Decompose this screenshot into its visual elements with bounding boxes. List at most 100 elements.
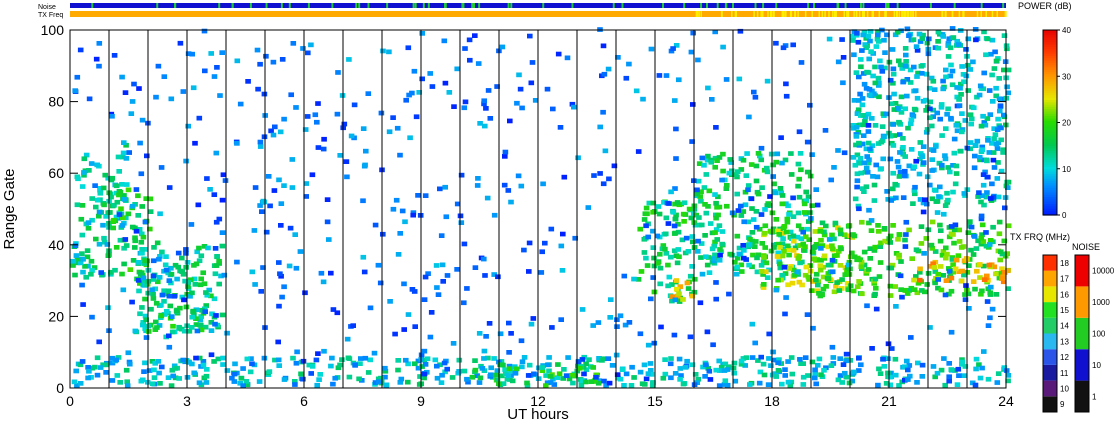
- echo-cell: [168, 271, 175, 277]
- echo-cell: [595, 320, 602, 325]
- echo-cell: [677, 366, 684, 371]
- echo-cell: [705, 153, 711, 159]
- echo-cell: [995, 116, 1001, 122]
- echo-cell: [119, 182, 125, 187]
- echo-cell: [795, 210, 802, 216]
- echo-cell: [657, 281, 663, 287]
- noise-bar-segment: [462, 3, 465, 8]
- echo-cell: [890, 66, 897, 72]
- txfreq-bar-segment: [895, 11, 898, 17]
- echo-cell: [124, 383, 131, 388]
- echo-cell: [972, 143, 979, 148]
- echo-cell: [481, 256, 487, 262]
- echo-cell: [889, 47, 896, 52]
- power-colorbar-segment: [1043, 201, 1057, 204]
- echo-cell: [219, 230, 226, 235]
- echo-cell: [185, 123, 191, 129]
- echo-cell: [931, 265, 938, 270]
- echo-cell: [288, 92, 294, 98]
- echo-cell: [752, 94, 759, 100]
- power-colorbar-segment: [1043, 94, 1057, 98]
- echo-cell: [244, 382, 251, 388]
- echo-cell: [597, 171, 603, 176]
- echo-cell: [418, 352, 425, 358]
- echo-cell: [946, 234, 953, 240]
- echo-cell: [138, 171, 145, 177]
- echo-cell: [920, 209, 927, 215]
- echo-cell: [861, 262, 868, 268]
- echo-cell: [719, 229, 726, 234]
- echo-cell: [895, 106, 901, 111]
- echo-cell: [984, 299, 991, 304]
- echo-cell: [829, 232, 835, 238]
- noise-bar-segment: [621, 3, 624, 8]
- echo-cell: [913, 158, 919, 164]
- echo-cell: [865, 267, 872, 272]
- power-colorbar-segment: [1043, 187, 1057, 191]
- echo-cell: [213, 313, 219, 318]
- echo-cell: [690, 30, 696, 36]
- noise-bar-segment: [471, 3, 474, 8]
- echo-cell: [930, 261, 936, 267]
- echo-cell: [175, 264, 181, 270]
- echo-cell: [889, 262, 896, 268]
- echo-cell: [601, 378, 607, 384]
- echo-cell: [934, 210, 941, 215]
- echo-cell: [813, 277, 819, 283]
- echo-cell: [1003, 368, 1010, 373]
- echo-cell: [615, 55, 621, 60]
- echo-cell: [869, 116, 875, 121]
- echo-cell: [720, 151, 726, 157]
- echo-cell: [884, 189, 890, 194]
- echo-cell: [800, 361, 806, 366]
- echo-cell: [335, 365, 342, 371]
- echo-cell: [644, 211, 650, 217]
- echo-cell: [950, 35, 957, 40]
- echo-cell: [917, 140, 924, 145]
- echo-cell: [543, 373, 549, 378]
- echo-cell: [892, 356, 899, 362]
- echo-cell: [985, 376, 992, 382]
- echo-cell: [136, 288, 142, 294]
- echo-cell: [122, 90, 129, 95]
- power-colorbar-segment: [1043, 80, 1057, 84]
- echo-cell: [476, 331, 483, 336]
- power-colorbar-segment: [1043, 178, 1057, 181]
- echo-cell: [937, 116, 943, 122]
- echo-cell: [393, 197, 400, 203]
- echo-cell: [635, 277, 642, 282]
- noise-bar-segment: [762, 3, 765, 8]
- echo-cell: [564, 55, 571, 61]
- echo-cell: [485, 355, 491, 361]
- echo-cell: [973, 366, 979, 372]
- echo-cell: [867, 246, 874, 251]
- echo-cell: [752, 244, 758, 249]
- echo-cell: [782, 246, 788, 251]
- echo-cell: [973, 246, 980, 251]
- echo-cell: [973, 356, 980, 362]
- txfreq-bar-segment: [871, 11, 874, 17]
- echo-cell: [142, 219, 149, 225]
- echo-cell: [764, 165, 770, 171]
- echo-cell: [378, 110, 385, 116]
- txfreq-bar-segment: [1005, 11, 1007, 17]
- echo-cell: [880, 156, 886, 162]
- echo-cell: [840, 55, 847, 60]
- echo-cell: [502, 149, 509, 155]
- echo-cell: [676, 254, 682, 260]
- txfreq-bar-segment: [789, 11, 792, 17]
- echo-cell: [439, 372, 445, 378]
- echo-cell: [775, 228, 781, 234]
- echo-cell: [472, 367, 479, 373]
- echo-cell: [996, 96, 1003, 102]
- echo-cell: [773, 217, 780, 222]
- power-colorbar-segment: [1043, 97, 1057, 100]
- echo-cell: [179, 269, 185, 274]
- echo-cell: [397, 231, 403, 236]
- echo-cell: [944, 111, 950, 117]
- echo-cell: [166, 278, 173, 283]
- echo-cell: [967, 219, 973, 224]
- echo-cell: [757, 153, 763, 159]
- echo-cell: [626, 320, 633, 325]
- echo-cell: [191, 263, 197, 268]
